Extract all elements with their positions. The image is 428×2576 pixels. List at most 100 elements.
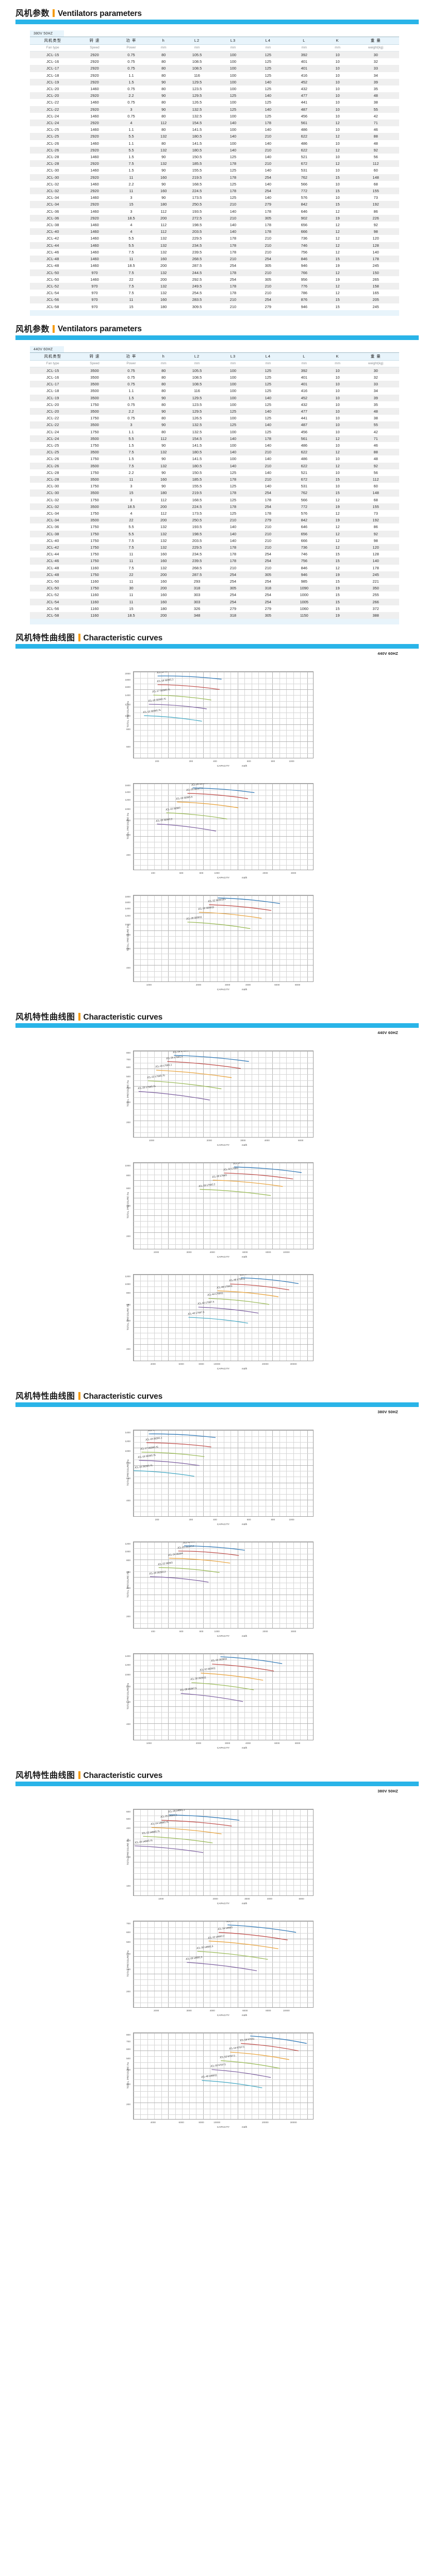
cell-6: 125 (250, 387, 286, 395)
cell-7: 946 (285, 303, 323, 310)
y-tick: 200 (126, 1615, 130, 1618)
cell-2: 11 (113, 578, 149, 585)
cell-6: 254 (250, 188, 286, 195)
cell-5: 210 (216, 303, 251, 310)
curve-line (241, 2043, 299, 2052)
cell-3: 132 (149, 235, 179, 242)
cell-6: 254 (250, 598, 286, 605)
cell-5: 100 (216, 367, 251, 374)
grid (134, 1654, 313, 1740)
cell-6: 125 (250, 99, 286, 106)
y-tick: 300 (126, 1101, 130, 1104)
x-tick: 1000 (146, 984, 152, 987)
grid (134, 2033, 313, 2120)
curve-line (134, 1470, 194, 1477)
cell-6: 254 (250, 256, 286, 263)
cell-1: 1750 (75, 469, 114, 476)
cell-2: 1.5 (113, 154, 149, 161)
curve-line (234, 1166, 302, 1173)
cell-9: 86 (352, 208, 399, 215)
x-tick: 600 (179, 1630, 184, 1633)
y-tick: 2000 (125, 672, 130, 675)
cell-5: 100 (216, 99, 251, 106)
y-tick: 500 (126, 1941, 130, 1944)
col-head-cn-0: 风机类型 (30, 352, 76, 361)
y-tick: 200 (126, 1348, 130, 1351)
x-tick: 3000 (240, 1139, 246, 1142)
table-row: JCL-44 1750 11 160 234.5 178 254 746 15 128 (30, 551, 399, 558)
cell-2: 5.5 (113, 235, 149, 242)
table-row: JCL-34 1460 3 90 173.5 125 140 576 10 73 (30, 194, 399, 201)
section-heading-curves-2: 风机特性曲线图 Characteristic curves (0, 1004, 428, 1028)
cell-6: 140 (250, 126, 286, 133)
cell-6: 140 (250, 421, 286, 429)
cell-7: 1005 (285, 598, 323, 605)
cell-0: JCL-48 (30, 571, 76, 579)
curve-line (230, 1283, 289, 1291)
cell-3: 80 (149, 99, 179, 106)
cell-2: 4 (113, 222, 149, 229)
cell-1: 1750 (75, 557, 114, 565)
x-tick: 2000 (153, 2009, 159, 2012)
y-axis-label: TOTAL PRESSURE Pa (126, 1303, 129, 1330)
curve-line (149, 1433, 216, 1438)
plot-area: JCL-34 1750/4 JCL-32 1750/3 JCL-30 1750/3 J… (133, 1162, 314, 1250)
cell-5: 279 (216, 605, 251, 613)
cell-0: JCL-32 (30, 503, 76, 510)
cell-6: 305 (250, 571, 286, 579)
cell-5: 125 (216, 180, 251, 188)
table-row: JCL-30 2920 11 160 219.5 178 254 762 15 148 (30, 174, 399, 181)
cell-4: 229.5 (178, 544, 216, 551)
cell-5: 178 (216, 269, 251, 276)
cell-3: 80 (149, 58, 179, 65)
cell-7: 487 (285, 421, 323, 429)
cell-7: 561 (285, 120, 323, 127)
table-row: JCL-25 1460 1.1 80 141.5 100 140 486 10 46 (30, 126, 399, 133)
y-tick: 300 (126, 2083, 130, 2086)
cell-9: 56 (352, 469, 399, 476)
table-row: JCL-20 2920 2.2 90 129.5 125 140 477 10 48 (30, 92, 399, 99)
cell-4: 168.5 (178, 496, 216, 503)
x-tick: 30000 (290, 2121, 297, 2124)
cell-9: 39 (352, 394, 399, 401)
x-axis-label: CAPACITY (217, 1256, 230, 1259)
curve-line (187, 793, 248, 800)
curve-line (220, 1656, 283, 1665)
cell-4: 198.5 (178, 530, 216, 537)
cell-8: 19 (322, 585, 353, 592)
cell-8: 12 (322, 530, 353, 537)
cell-4: 132.5 (178, 421, 216, 429)
cell-8: 12 (322, 242, 353, 249)
cell-4: 250.5 (178, 201, 216, 208)
cell-1: 2920 (75, 51, 114, 59)
cell-1: 1460 (75, 154, 114, 161)
cell-0: JCL-28 (30, 160, 76, 167)
x-tick: 400 (213, 760, 217, 763)
cell-4: 105.5 (178, 51, 216, 59)
cell-7: 576 (285, 510, 323, 517)
cell-1: 2920 (75, 78, 114, 86)
cell-1: 1460 (75, 208, 114, 215)
table-row: JCL-24 1460 0.75 80 132.5 100 125 456 10 42 (30, 112, 399, 120)
col-head-cn-8: K (322, 37, 353, 45)
curve-line (208, 1298, 270, 1305)
curve-line (227, 1924, 297, 1933)
curve-line (178, 1551, 239, 1556)
cell-8: 12 (322, 435, 353, 442)
section-rule (15, 1023, 419, 1028)
y-tick: 1800 (125, 896, 130, 899)
table-row: JCL-24 1750 1.1 80 132.5 100 125 456 10 42 (30, 428, 399, 435)
cell-0: JCL-22 (30, 421, 76, 429)
cell-5: 140 (216, 133, 251, 140)
section-title-en: Characteristic curves (83, 1392, 163, 1401)
x-axis-unit: m3/h (242, 2126, 248, 2129)
cell-8: 12 (322, 208, 353, 215)
cell-2: 2.2 (113, 469, 149, 476)
col-head-cn-5: L3 (216, 37, 251, 45)
y-tick: 400 (126, 1953, 130, 1956)
cell-6: 140 (250, 180, 286, 188)
cell-0: JCL-34 (30, 510, 76, 517)
cell-2: 1.1 (113, 428, 149, 435)
cell-2: 1.5 (113, 442, 149, 449)
curves (188, 1277, 299, 1324)
